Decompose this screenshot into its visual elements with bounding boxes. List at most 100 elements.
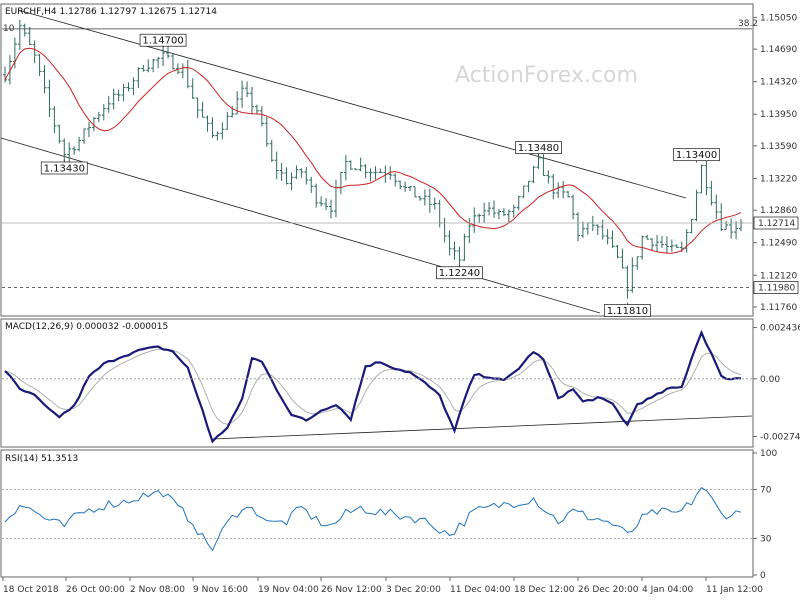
price-bar xyxy=(146,59,151,73)
price-bar xyxy=(309,176,314,193)
price-bar xyxy=(200,101,205,118)
price-axis: 1.15050 1.14690 1.14320 1.13950 1.13590 1.132… xyxy=(753,13,799,313)
support-price-tag-box xyxy=(753,281,799,295)
price-bar xyxy=(27,27,32,46)
macd-trend-line xyxy=(212,415,753,440)
price-bar xyxy=(482,202,487,223)
current-price-tag-box xyxy=(753,216,799,230)
price-bar xyxy=(605,229,610,245)
price-bar xyxy=(67,142,72,163)
price-bar xyxy=(417,196,422,201)
price-bar xyxy=(324,198,329,211)
time-tick-label: 2 Nov 08:00 xyxy=(130,585,185,595)
price-bar xyxy=(170,53,175,70)
price-bar xyxy=(571,194,576,220)
price-bar xyxy=(378,168,383,174)
callout-label: 1.11810 xyxy=(607,306,648,317)
price-bar xyxy=(566,191,571,198)
price-bar xyxy=(432,197,437,210)
price-bar xyxy=(595,224,600,235)
rsi-tick-label: 100 xyxy=(760,449,777,459)
price-bar xyxy=(620,248,625,269)
price-bar xyxy=(714,194,719,220)
price-bar xyxy=(674,244,679,249)
price-bar xyxy=(684,229,689,253)
price-bar xyxy=(496,209,501,220)
upper-channel-line xyxy=(17,9,687,199)
price-bar xyxy=(541,152,546,176)
price-bar xyxy=(77,136,82,152)
price-tick-label: 1.12490 xyxy=(760,239,797,249)
price-bar xyxy=(225,111,230,130)
price-bar xyxy=(635,256,640,270)
rsi-tick-label: 70 xyxy=(760,486,772,496)
price-bar xyxy=(388,166,393,180)
price-bar xyxy=(319,196,324,207)
time-tick-label: 18 Oct 2018 xyxy=(3,585,59,595)
price-bar xyxy=(610,230,615,249)
price-bar xyxy=(136,67,141,89)
lower-channel-line xyxy=(0,137,601,314)
rsi-layer xyxy=(2,487,752,552)
price-bar xyxy=(487,201,492,216)
price-bar xyxy=(368,168,373,182)
price-bar xyxy=(452,241,457,260)
price-bar xyxy=(630,257,635,293)
price-bar xyxy=(32,40,37,64)
price-bar xyxy=(551,174,556,200)
callout-label: 1.13480 xyxy=(518,143,559,154)
support-price-tag-label: 1.11980 xyxy=(758,284,795,294)
macd-signal-line xyxy=(4,348,742,425)
price-bar xyxy=(190,78,195,100)
price-bar xyxy=(329,199,334,219)
price-bar xyxy=(220,122,225,140)
price-bar xyxy=(151,58,156,73)
rsi-label: RSI(14) 51.3513 xyxy=(5,454,78,464)
rsi-panel-frame xyxy=(0,449,754,578)
time-tick-label: 26 Nov 12:00 xyxy=(321,585,382,595)
price-callout: 1.13430 xyxy=(40,160,88,175)
current-price-tag-label: 1.12714 xyxy=(758,219,795,229)
price-bar xyxy=(131,77,136,96)
price-overlay: 38.2 10 1.14700 1.13430 1.13480 1.12240 1.1181… xyxy=(2,19,758,317)
price-header: EURCHF,H4 1.12786 1.12797 1.12675 1.1271… xyxy=(5,7,217,17)
price-bar xyxy=(156,57,161,69)
time-tick-label: 26 Dec 20:00 xyxy=(578,585,639,595)
moving-average-line xyxy=(4,47,742,254)
price-bar xyxy=(269,140,274,163)
price-bar xyxy=(403,181,408,192)
rsi-tick-label: 0 xyxy=(760,571,766,581)
macd-tick-label: -0.002742 xyxy=(760,432,800,442)
price-bar xyxy=(659,236,664,249)
price-bar xyxy=(22,23,27,37)
price-bar xyxy=(106,95,111,113)
price-bar xyxy=(245,81,250,98)
price-bar xyxy=(82,128,87,144)
price-callout: 1.13400 xyxy=(673,148,720,163)
price-bar xyxy=(709,180,714,206)
price-bar xyxy=(343,155,348,181)
price-tick-label: 1.13590 xyxy=(760,142,797,152)
time-tick-label: 3 Dec 20:00 xyxy=(386,585,441,595)
price-bar xyxy=(254,104,259,115)
price-bar xyxy=(506,209,511,223)
macd-line xyxy=(4,329,742,444)
price-bar xyxy=(86,121,91,138)
rsi-line xyxy=(4,487,742,552)
price-bar xyxy=(655,235,660,252)
price-bar xyxy=(52,106,57,134)
price-bar xyxy=(161,45,166,67)
macd-tick-label: 0.00 xyxy=(760,375,780,385)
price-bar xyxy=(699,164,704,194)
price-bar xyxy=(664,236,669,254)
price-bar xyxy=(724,221,729,230)
price-bar xyxy=(91,117,96,132)
price-bar xyxy=(689,218,694,234)
price-bar xyxy=(704,158,709,196)
callout-label: 1.13400 xyxy=(676,150,717,161)
price-bar xyxy=(215,131,220,141)
price-bar xyxy=(694,189,699,222)
price-bar xyxy=(373,166,378,180)
price-bar xyxy=(477,213,482,223)
